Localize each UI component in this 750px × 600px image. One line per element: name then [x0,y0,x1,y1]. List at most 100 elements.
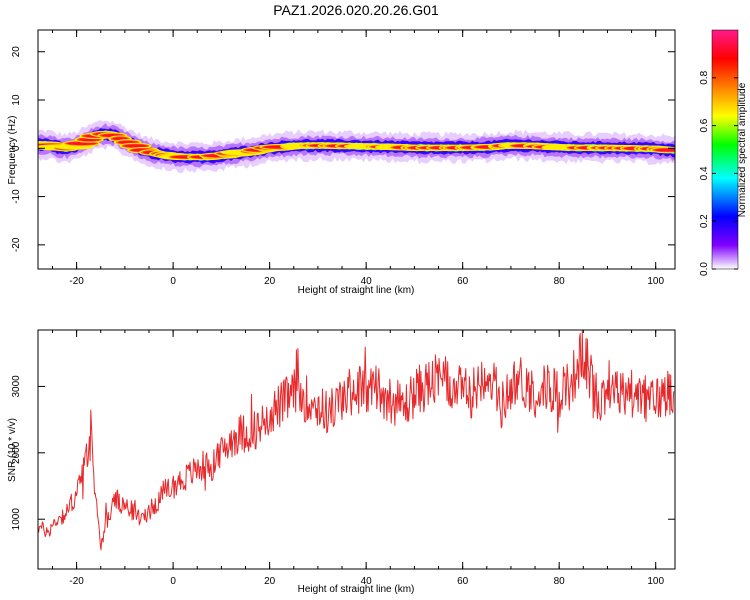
snr-point [356,386,357,387]
snr-point [115,499,116,500]
snr-point [66,512,67,513]
spectrogram-ytick-label: 10 [11,94,22,106]
snr-point [597,399,598,400]
snr-point [549,386,550,387]
snr-xlabel: Height of straight line (km) [298,584,415,595]
spectrogram-xtick-label: 100 [647,276,664,287]
snr-point [645,399,646,400]
snr-xtick-label: 80 [554,576,566,587]
snr-point [501,406,502,407]
snr-point [404,406,405,407]
snr-point [665,392,666,393]
snr-point [81,479,82,480]
spectrogram-core-inner [654,148,675,152]
colorbar-label: Normalized spectral amplitude [737,82,748,217]
snr-point [414,392,415,393]
spectrogram-ytick-label: -20 [11,237,22,252]
snr-point [201,465,202,466]
snr-point [462,392,463,393]
snr-point [655,399,656,400]
spectrogram-core-inner [123,144,148,148]
colorbar-tick-label: 0.6 [699,118,710,132]
snr-point [163,492,164,493]
snr-point [221,452,222,453]
colorbar-gradient [711,29,739,270]
spectrogram-ytick-label: 0 [11,145,22,151]
colorbar: 0.0 0.2 0.4 0.6 0.8 Normalized spectral ampl… [699,29,748,276]
snr-point [631,392,632,393]
snr-point [366,392,367,393]
spectrogram-xtick-label: 40 [361,276,373,287]
spectrogram-ytick-label: 20 [11,46,22,58]
snr-point [144,519,145,520]
snr-xtick-label: 20 [264,576,276,587]
spectrogram-xtick-label: 0 [170,276,176,287]
snr-point [452,386,453,387]
snr-ytick-label: 1000 [11,508,22,531]
snr-point [308,399,309,400]
snr-point [269,412,270,413]
snr-xtick-label: 40 [361,576,373,587]
snr-point [173,485,174,486]
snr-point [76,492,77,493]
spectrogram-xlabel: Height of straight line (km) [298,285,415,296]
snr-point [510,386,511,387]
snr-point [583,353,584,354]
spectrogram-xtick-label: -20 [69,276,84,287]
snr-point [534,392,535,393]
spectrogram-xtick-label: 60 [457,276,469,287]
spectrogram-xtick-label: 20 [264,276,276,287]
snr-ylabel: SNR (10 * v/v) [7,418,18,482]
snr-point [607,386,608,387]
spectrogram-frame [37,29,676,270]
spectrogram-panel: -20 0 20 40 60 80 100 -20 -10 0 10 20 Height of str… [7,29,676,296]
snr-series-line [38,330,675,551]
snr-point [423,386,424,387]
snr-point [95,499,96,500]
snr-point [211,465,212,466]
colorbar-tick-label: 0.0 [699,262,710,276]
colorbar-tick-label: 0.8 [699,70,710,84]
snr-point [86,459,87,460]
snr-point [47,532,48,533]
snr-xtick-label: -20 [69,576,84,587]
snr-xtick-label: 60 [457,576,469,587]
snr-point [568,386,569,387]
snr-point [616,392,617,393]
snr-point [520,379,521,380]
colorbar-tick-label: 0.2 [699,214,710,228]
snr-xtick-label: 0 [170,576,176,587]
spectrogram-ytick-label: -10 [11,189,22,204]
snr-point [390,399,391,400]
snr-point [124,505,125,506]
snr-point [327,412,328,413]
snr-point [153,505,154,506]
snr-point [279,406,280,407]
snr-point [182,479,183,480]
snr-point [240,432,241,433]
snr-point [259,426,260,427]
snr-point [192,472,193,473]
snr-point [317,406,318,407]
snr-ytick-label: 3000 [11,375,22,398]
snr-point [57,519,58,520]
snr-point [105,525,106,526]
spectrogram-ylabel: Frequency (Hz) [7,116,18,185]
snr-point [486,366,487,367]
snr-point [100,545,101,546]
snr-panel: -20 0 20 40 60 80 100 1000 2000 3000 Height of st… [7,329,676,595]
snr-point [472,392,473,393]
snr-point [559,392,560,393]
snr-point [438,379,439,380]
figure-title: PAZ1.2026.020.20.26.G01 [273,2,439,18]
snr-xtick-label: 100 [647,576,664,587]
snr-point [230,439,231,440]
snr-frame [37,329,676,570]
snr-point [134,512,135,513]
colorbar-tick-label: 0.4 [699,166,710,180]
snr-point [293,392,294,393]
snr-point [341,399,342,400]
snr-point [250,432,251,433]
snr-point [375,386,376,387]
